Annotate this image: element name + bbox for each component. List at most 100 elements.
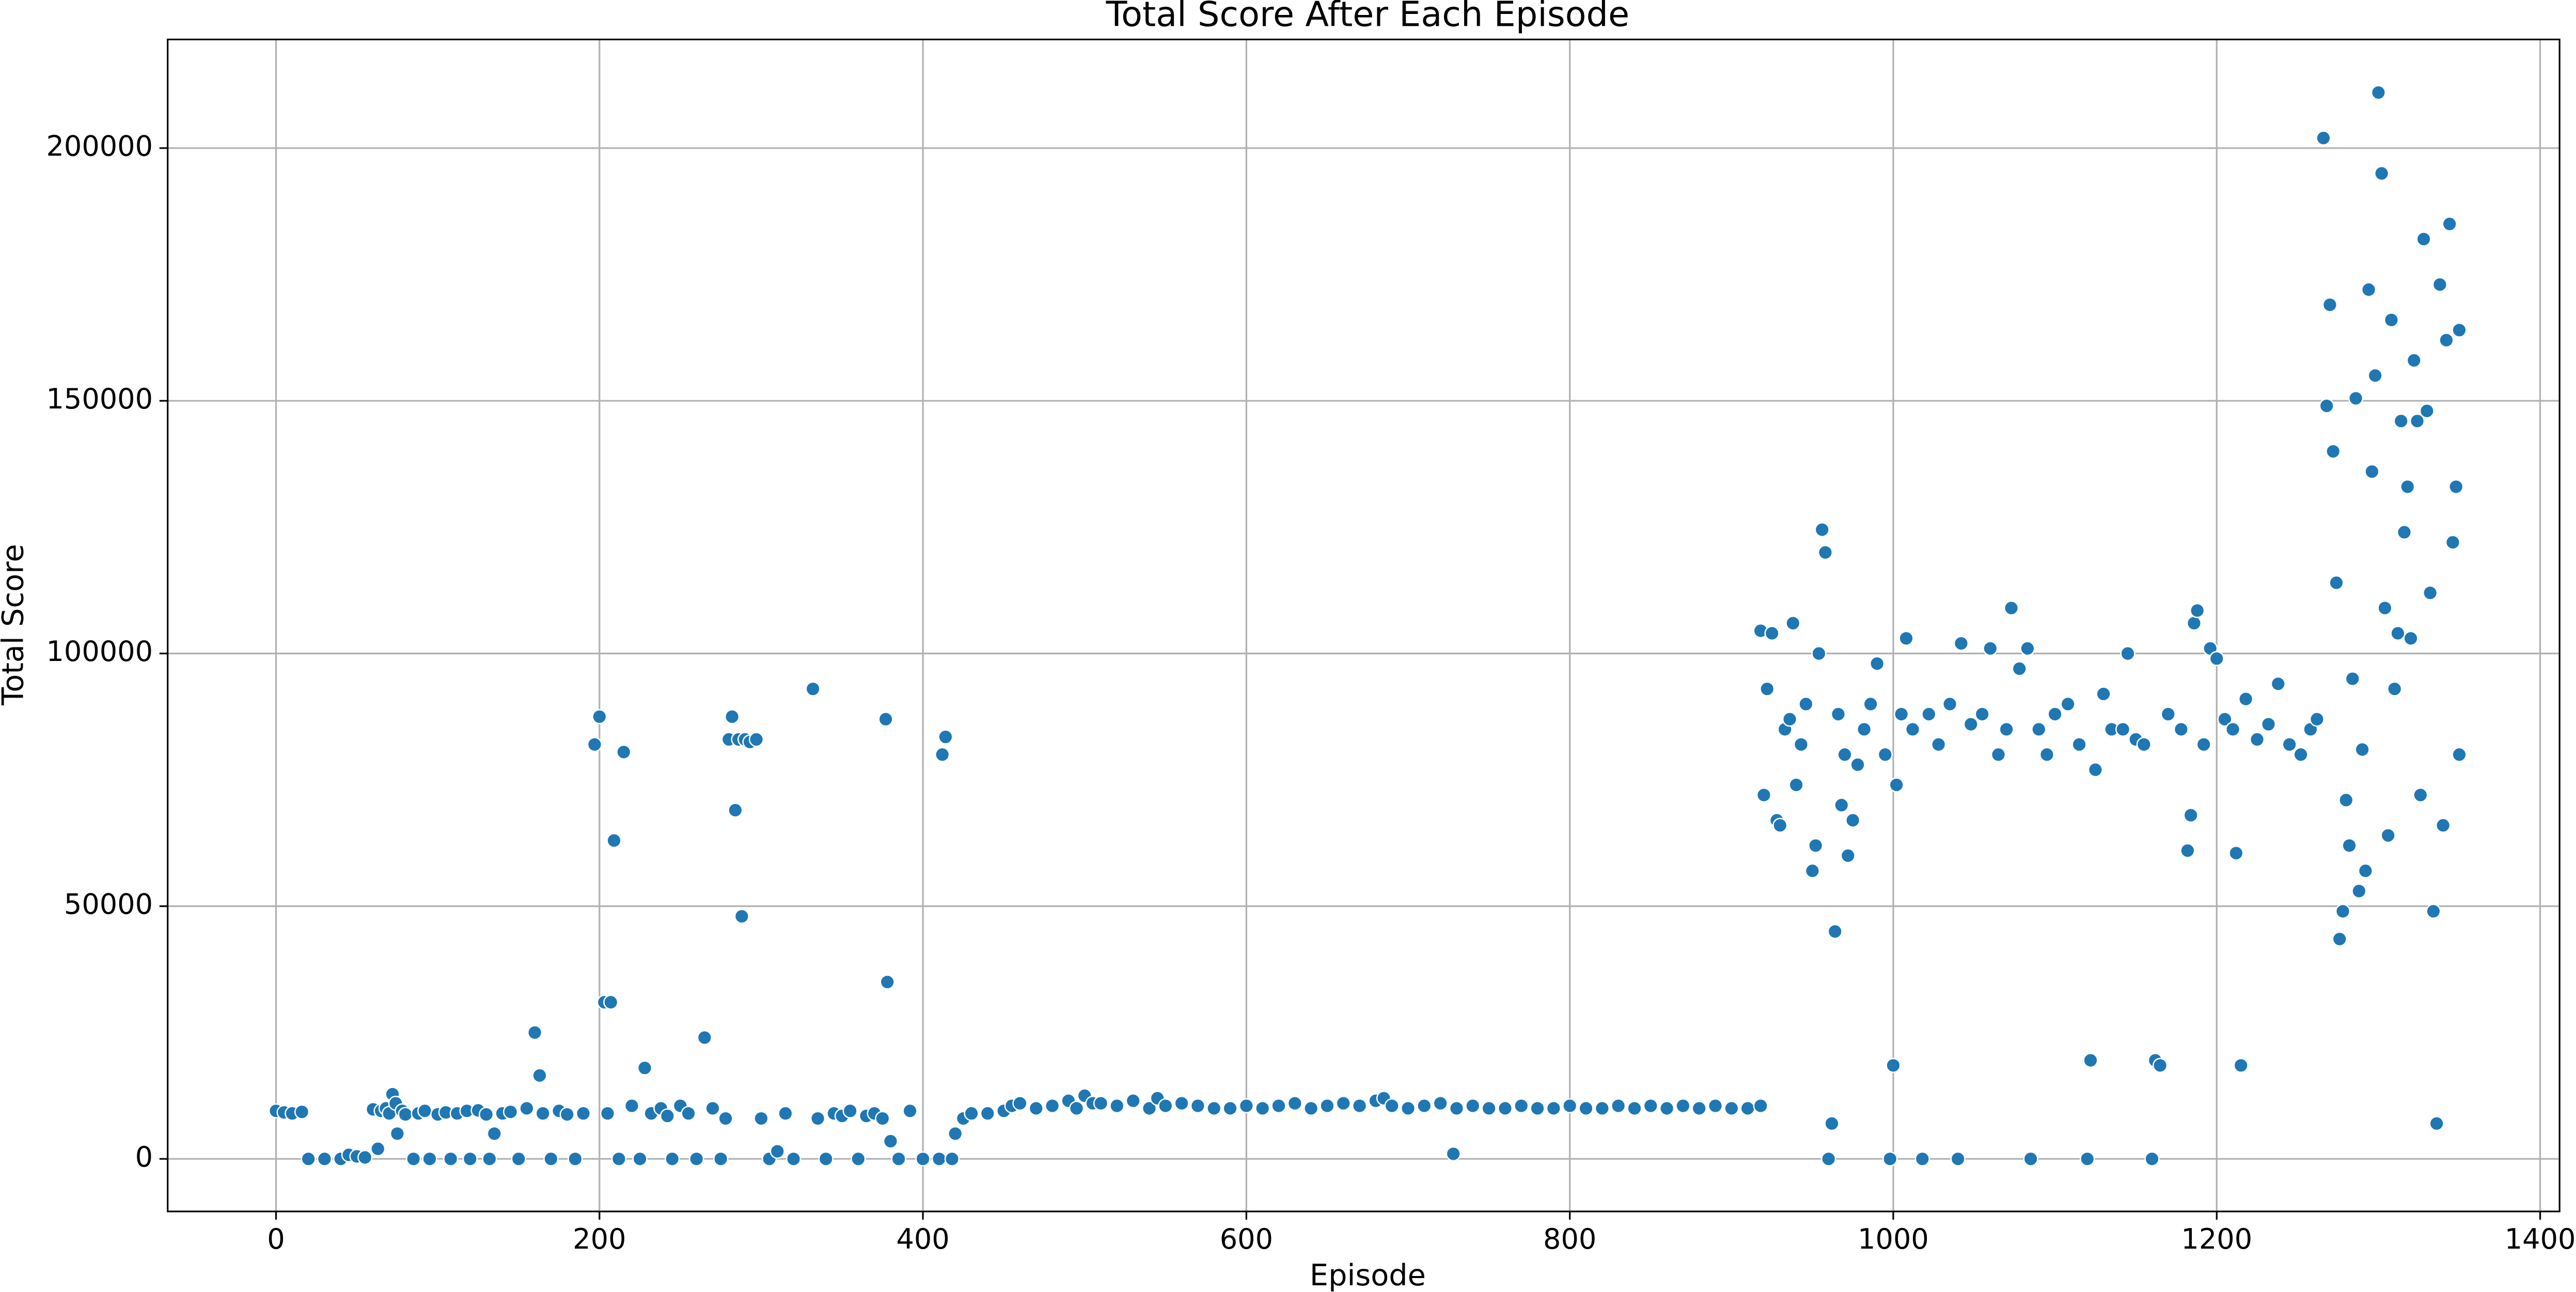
- point: [502, 1104, 519, 1120]
- point: [805, 681, 821, 697]
- point: [575, 1106, 591, 1121]
- point: [2047, 706, 2063, 722]
- point: [1782, 712, 1798, 727]
- point: [1271, 1098, 1286, 1114]
- point: [1824, 1116, 1840, 1131]
- point: [1594, 1100, 1610, 1116]
- point: [2413, 787, 2428, 803]
- point: [2031, 721, 2047, 737]
- point: [944, 1151, 960, 1167]
- point: [1963, 716, 1978, 732]
- point: [2448, 479, 2464, 495]
- point: [2332, 931, 2347, 947]
- point: [2209, 651, 2224, 666]
- point: [519, 1100, 535, 1116]
- point: [2342, 838, 2357, 854]
- point: [2335, 904, 2351, 919]
- point: [2348, 390, 2364, 406]
- point: [2115, 721, 2131, 737]
- point: [1760, 681, 1775, 697]
- point: [718, 1111, 733, 1126]
- point: [462, 1151, 478, 1167]
- point: [1950, 1151, 1966, 1167]
- point: [1974, 706, 1990, 722]
- point: [2393, 413, 2409, 429]
- point: [1821, 1151, 1836, 1167]
- point: [1481, 1100, 1497, 1116]
- point: [2338, 792, 2354, 808]
- point: [2452, 747, 2467, 762]
- point: [1303, 1100, 1319, 1116]
- point: [1446, 1146, 1461, 1162]
- point: [2186, 616, 2202, 631]
- point: [1850, 757, 1865, 773]
- x-tick-label: 400: [896, 1223, 949, 1255]
- point: [1514, 1098, 1529, 1114]
- point: [1384, 1098, 1400, 1114]
- point: [879, 974, 895, 990]
- point: [713, 1151, 729, 1167]
- point: [980, 1106, 995, 1121]
- point: [2153, 1058, 2168, 1073]
- point: [2316, 130, 2331, 146]
- point: [2190, 603, 2205, 618]
- point: [1093, 1095, 1109, 1111]
- point: [370, 1141, 386, 1157]
- point: [1028, 1100, 1044, 1116]
- point: [2377, 600, 2393, 616]
- point: [559, 1107, 575, 1122]
- point: [1808, 838, 1824, 854]
- point: [2396, 524, 2412, 540]
- point: [1983, 641, 1998, 656]
- point: [568, 1151, 583, 1167]
- point: [2423, 585, 2438, 601]
- point: [2380, 828, 2396, 843]
- point: [697, 1030, 712, 1045]
- y-tick-label: 100000: [46, 635, 153, 668]
- point: [878, 712, 893, 727]
- point: [1931, 737, 1946, 752]
- point: [2282, 737, 2297, 752]
- point: [1999, 721, 2014, 737]
- point: [2136, 737, 2152, 752]
- point: [1352, 1098, 1368, 1114]
- point: [1158, 1098, 1173, 1114]
- point: [1675, 1098, 1691, 1114]
- point: [1627, 1100, 1642, 1116]
- point: [1222, 1100, 1238, 1116]
- point: [398, 1107, 413, 1122]
- point: [734, 908, 750, 924]
- point: [2361, 282, 2377, 297]
- point: [1830, 706, 1846, 722]
- point: [931, 1151, 947, 1167]
- point: [1788, 777, 1804, 793]
- point: [616, 744, 632, 760]
- point: [1255, 1100, 1270, 1116]
- point: [301, 1151, 316, 1167]
- point: [2403, 631, 2418, 646]
- point: [705, 1100, 720, 1116]
- point: [1905, 721, 1921, 737]
- point: [1740, 1100, 1755, 1116]
- point: [543, 1151, 559, 1167]
- point: [938, 729, 953, 745]
- point: [935, 747, 950, 762]
- point: [600, 1106, 616, 1121]
- point: [2003, 600, 2019, 616]
- point: [1659, 1100, 1675, 1116]
- point: [1811, 645, 1827, 661]
- point: [2416, 231, 2431, 247]
- point: [1863, 696, 1878, 712]
- point: [1141, 1100, 1157, 1116]
- point: [1417, 1098, 1432, 1114]
- point: [2023, 1151, 2038, 1167]
- point: [1174, 1095, 1189, 1111]
- point: [2060, 696, 2076, 712]
- y-tick-label: 150000: [46, 383, 153, 415]
- plot-frame: [167, 38, 2561, 1212]
- point: [1889, 777, 1904, 793]
- x-tick-label: 1200: [2181, 1223, 2252, 1255]
- point: [1546, 1100, 1562, 1116]
- x-tick-label: 200: [573, 1223, 626, 1255]
